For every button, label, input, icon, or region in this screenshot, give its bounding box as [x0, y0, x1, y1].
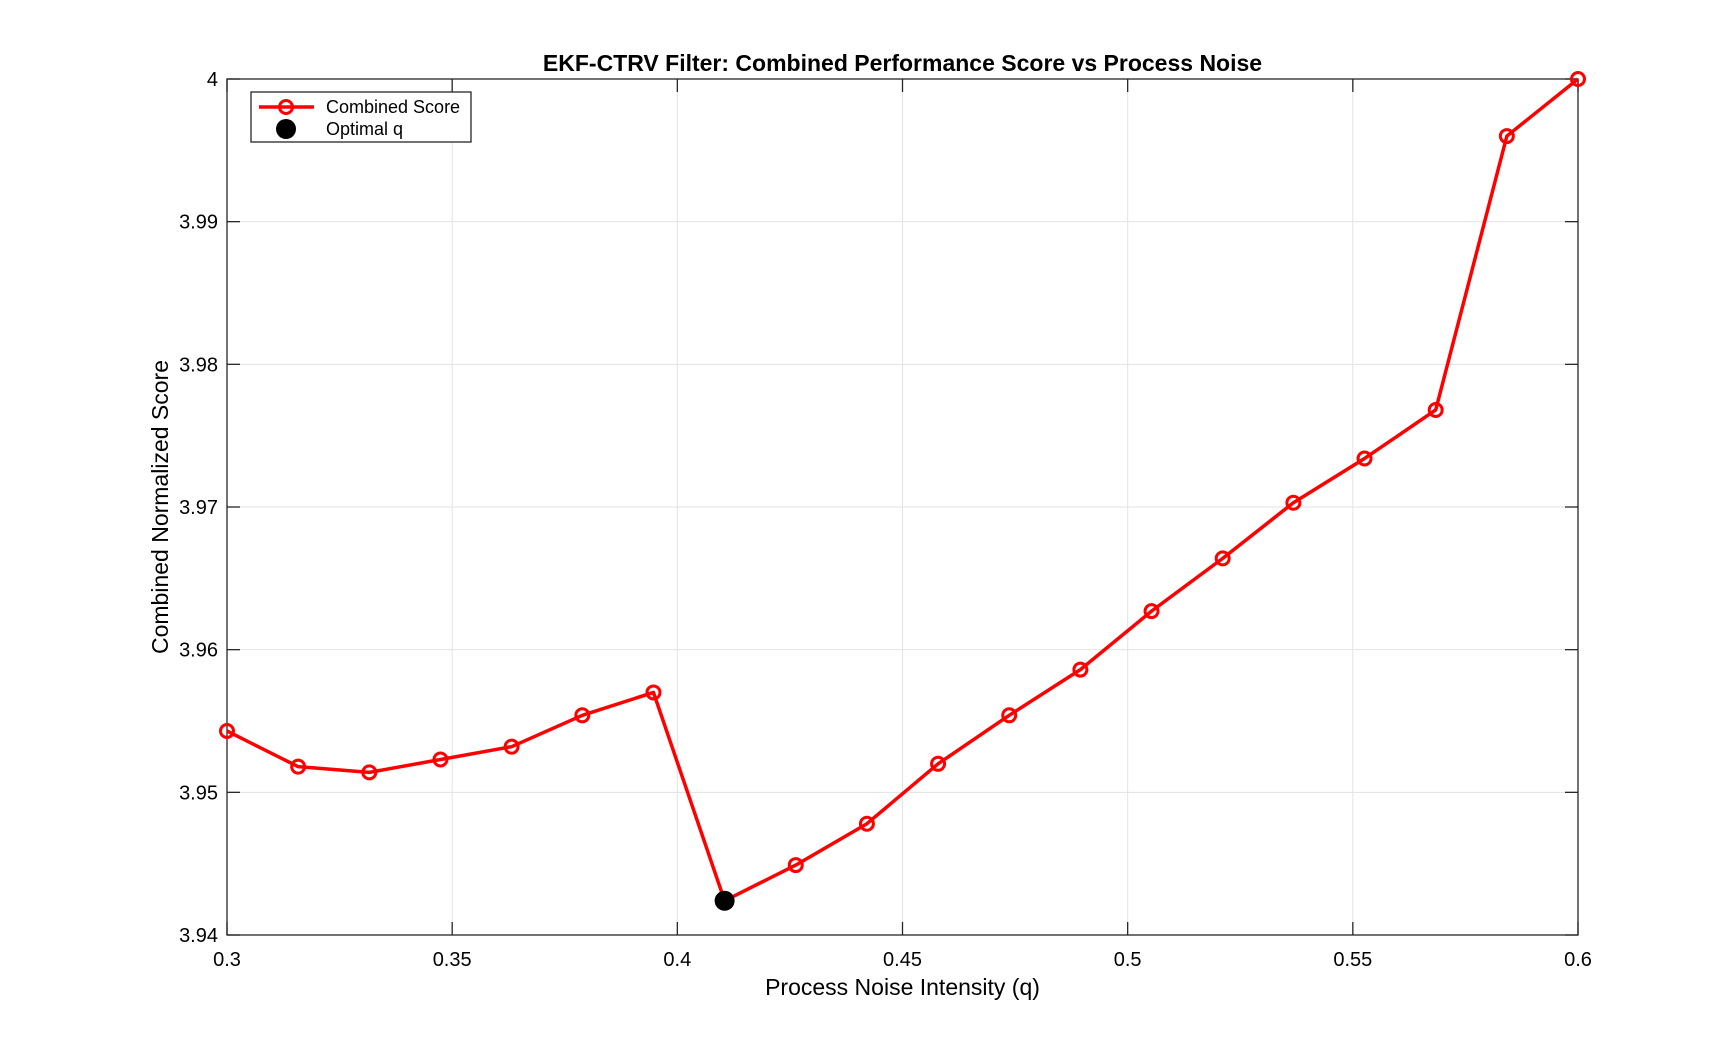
- combined-score-point: [1072, 661, 1089, 678]
- combined-score-point: [219, 722, 235, 739]
- x-axis-label: Process Noise Intensity (q): [765, 974, 1040, 1000]
- y-tick-label: 3.99: [179, 212, 218, 234]
- x-tick-label: 0.35: [433, 949, 472, 971]
- y-tick-labels: 3.94 3.95 3.96 3.97 3.98 3.99 4: [179, 69, 218, 947]
- x-tick-label: 0.45: [883, 949, 922, 971]
- combined-score-point: [787, 857, 804, 874]
- optimal-q-point: [714, 890, 735, 911]
- y-tick-label: 4: [207, 69, 218, 91]
- legend-entry-label: Optimal q: [326, 119, 403, 139]
- y-tick-label: 3.95: [179, 782, 218, 804]
- x-tick-label: 0.5: [1114, 949, 1142, 971]
- x-tick-label: 0.4: [663, 949, 691, 971]
- combined-score-point: [361, 764, 378, 781]
- combined-score-point: [1001, 707, 1018, 724]
- series: [219, 71, 1586, 911]
- axes-box: [226, 78, 1579, 936]
- legend-marker-swatch: [278, 99, 294, 115]
- x-tick-label: 0.55: [1333, 949, 1372, 971]
- legend-entry-label: Combined Score: [326, 97, 460, 117]
- axes: [226, 78, 1579, 936]
- combined-score-point: [645, 684, 662, 701]
- chart-title: EKF-CTRV Filter: Combined Performance Sc…: [543, 50, 1262, 76]
- combined-score-point: [1214, 550, 1231, 567]
- combined-score-point: [1427, 401, 1444, 418]
- combined-score-point: [1143, 603, 1160, 620]
- y-tick-label: 3.98: [179, 354, 218, 376]
- combined-score-point: [1498, 128, 1515, 145]
- combined-score-point: [1285, 494, 1302, 511]
- combined-score-point: [930, 755, 947, 772]
- y-axis-label: Combined Normalized Score: [147, 360, 173, 654]
- x-tick-label: 0.6: [1564, 949, 1592, 971]
- legend-marker-swatch: [276, 119, 296, 139]
- combined-score-point: [290, 758, 307, 775]
- combined-score-point: [858, 815, 875, 832]
- combined-score-point: [574, 707, 591, 724]
- y-tick-label: 3.96: [179, 640, 218, 662]
- y-tick-label: 3.97: [179, 497, 218, 519]
- combined-score-line: [226, 77, 1580, 903]
- grid: [227, 79, 1578, 935]
- combined-score-point: [432, 751, 449, 768]
- combined-score-point: [1570, 71, 1586, 87]
- combined-score-point: [503, 738, 520, 755]
- x-tick-label: 0.3: [213, 949, 241, 971]
- combined-score-point: [1356, 450, 1373, 467]
- x-tick-labels: 0.3 0.35 0.4 0.45 0.5 0.55 0.6: [213, 949, 1592, 971]
- y-tick-label: 3.94: [179, 925, 218, 947]
